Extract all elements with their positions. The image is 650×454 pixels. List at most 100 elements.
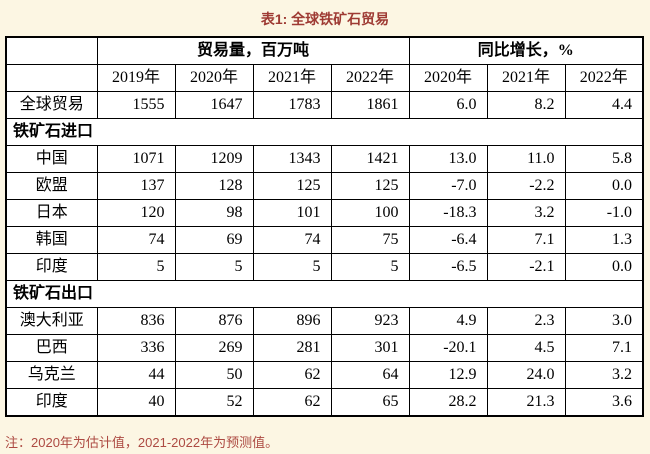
group-header-row: 贸易量，百万吨 同比增长，% xyxy=(5,36,644,65)
table-row-global: 全球贸易 1555 1647 1783 1861 6.0 8.2 4.4 xyxy=(5,91,644,119)
section-header-exports: 铁矿石出口 xyxy=(5,280,644,308)
footnote: 注：2020年为估计值，2021-2022年为预测值。 xyxy=(5,435,279,450)
cell-value: 5 xyxy=(252,253,332,281)
cell-value: 44 xyxy=(96,361,176,389)
cell-value: 8.2 xyxy=(486,91,566,119)
cell-value: 100 xyxy=(330,199,410,227)
cell-value: 4.9 xyxy=(408,307,488,335)
cell-value: 13.0 xyxy=(408,145,488,173)
cell-value: 3.2 xyxy=(486,199,566,227)
cell-value: 1647 xyxy=(174,91,254,119)
cell-value: 269 xyxy=(174,334,254,362)
year-header: 2019年 xyxy=(96,64,176,92)
cell-value: 62 xyxy=(252,388,332,417)
cell-value: 101 xyxy=(252,199,332,227)
cell-value: 120 xyxy=(96,199,176,227)
cell-value: 1.3 xyxy=(564,226,644,254)
cell-value: 3.6 xyxy=(564,388,644,417)
cell-value: 4.5 xyxy=(486,334,566,362)
table-row-china: 中国 1071 1209 1343 1421 13.0 11.0 5.8 xyxy=(5,145,644,173)
cell-value: -20.1 xyxy=(408,334,488,362)
cell-value: -7.0 xyxy=(408,172,488,200)
row-label: 印度 xyxy=(5,253,98,281)
row-label: 中国 xyxy=(5,145,98,173)
cell-value: 65 xyxy=(330,388,410,417)
cell-value: 5.8 xyxy=(564,145,644,173)
cell-value: 28.2 xyxy=(408,388,488,417)
cell-value: 301 xyxy=(330,334,410,362)
cell-value: 24.0 xyxy=(486,361,566,389)
cell-value: 21.3 xyxy=(486,388,566,417)
cell-value: 7.1 xyxy=(564,334,644,362)
cell-value: 11.0 xyxy=(486,145,566,173)
row-label: 巴西 xyxy=(5,334,98,362)
table-row-korea: 韩国 74 69 74 75 -6.4 7.1 1.3 xyxy=(5,226,644,254)
section-header-imports: 铁矿石进口 xyxy=(5,118,644,146)
cell-value: 336 xyxy=(96,334,176,362)
cell-value: 5 xyxy=(330,253,410,281)
cell-value: 896 xyxy=(252,307,332,335)
cell-value: 52 xyxy=(174,388,254,417)
cell-value: -2.2 xyxy=(486,172,566,200)
cell-value: 923 xyxy=(330,307,410,335)
cell-value: 74 xyxy=(96,226,176,254)
cell-value: 5 xyxy=(174,253,254,281)
cell-value: 4.4 xyxy=(564,91,644,119)
row-label: 澳大利亚 xyxy=(5,307,98,335)
row-label: 乌克兰 xyxy=(5,361,98,389)
cell-value: 40 xyxy=(96,388,176,417)
cell-value: 6.0 xyxy=(408,91,488,119)
cell-value: 1555 xyxy=(96,91,176,119)
cell-value: 836 xyxy=(96,307,176,335)
cell-value: 12.9 xyxy=(408,361,488,389)
cell-value: 281 xyxy=(252,334,332,362)
cell-value: -1.0 xyxy=(564,199,644,227)
cell-value: 128 xyxy=(174,172,254,200)
cell-value: 125 xyxy=(330,172,410,200)
cell-value: 3.2 xyxy=(564,361,644,389)
cell-value: 2.3 xyxy=(486,307,566,335)
cell-value: 0.0 xyxy=(564,172,644,200)
cell-value: 1343 xyxy=(252,145,332,173)
cell-value: 125 xyxy=(252,172,332,200)
year-header: 2022年 xyxy=(330,64,410,92)
cell-value: 1209 xyxy=(174,145,254,173)
cell-value: 5 xyxy=(96,253,176,281)
table-row-brazil: 巴西 336 269 281 301 -20.1 4.5 7.1 xyxy=(5,334,644,362)
row-label: 日本 xyxy=(5,199,98,227)
group-header-volume: 贸易量，百万吨 xyxy=(96,36,410,65)
table-row-eu: 欧盟 137 128 125 125 -7.0 -2.2 0.0 xyxy=(5,172,644,200)
cell-value: 876 xyxy=(174,307,254,335)
cell-value: 69 xyxy=(174,226,254,254)
cell-value: 0.0 xyxy=(564,253,644,281)
year-header: 2020年 xyxy=(174,64,254,92)
cell-value: -6.4 xyxy=(408,226,488,254)
section-row-imports: 铁矿石进口 xyxy=(5,118,644,146)
cell-value: -6.5 xyxy=(408,253,488,281)
year-header: 2021年 xyxy=(252,64,332,92)
cell-value: -18.3 xyxy=(408,199,488,227)
year-header: 2020年 xyxy=(408,64,488,92)
page-title: 表1: 全球铁矿石贸易 xyxy=(260,11,390,27)
cell-value: 7.1 xyxy=(486,226,566,254)
cell-value: 64 xyxy=(330,361,410,389)
cell-value: 1071 xyxy=(96,145,176,173)
table-row-japan: 日本 120 98 101 100 -18.3 3.2 -1.0 xyxy=(5,199,644,227)
table-row-india-import: 印度 5 5 5 5 -6.5 -2.1 0.0 xyxy=(5,253,644,281)
table-row-australia: 澳大利亚 836 876 896 923 4.9 2.3 3.0 xyxy=(5,307,644,335)
cell-value: 62 xyxy=(252,361,332,389)
year-header-row: 2019年 2020年 2021年 2022年 2020年 2021年 2022… xyxy=(5,64,644,92)
corner-cell-top xyxy=(5,36,98,65)
cell-value: 50 xyxy=(174,361,254,389)
row-label: 韩国 xyxy=(5,226,98,254)
iron-ore-trade-table: 贸易量，百万吨 同比增长，% 2019年 2020年 2021年 2022年 2… xyxy=(5,36,645,417)
table-row-india-export: 印度 40 52 62 65 28.2 21.3 3.6 xyxy=(5,388,644,417)
cell-value: 1861 xyxy=(330,91,410,119)
cell-value: 3.0 xyxy=(564,307,644,335)
cell-value: 74 xyxy=(252,226,332,254)
row-label: 印度 xyxy=(5,388,98,417)
cell-value: 137 xyxy=(96,172,176,200)
year-header: 2022年 xyxy=(564,64,644,92)
corner-cell-bottom xyxy=(5,64,98,92)
cell-value: 98 xyxy=(174,199,254,227)
